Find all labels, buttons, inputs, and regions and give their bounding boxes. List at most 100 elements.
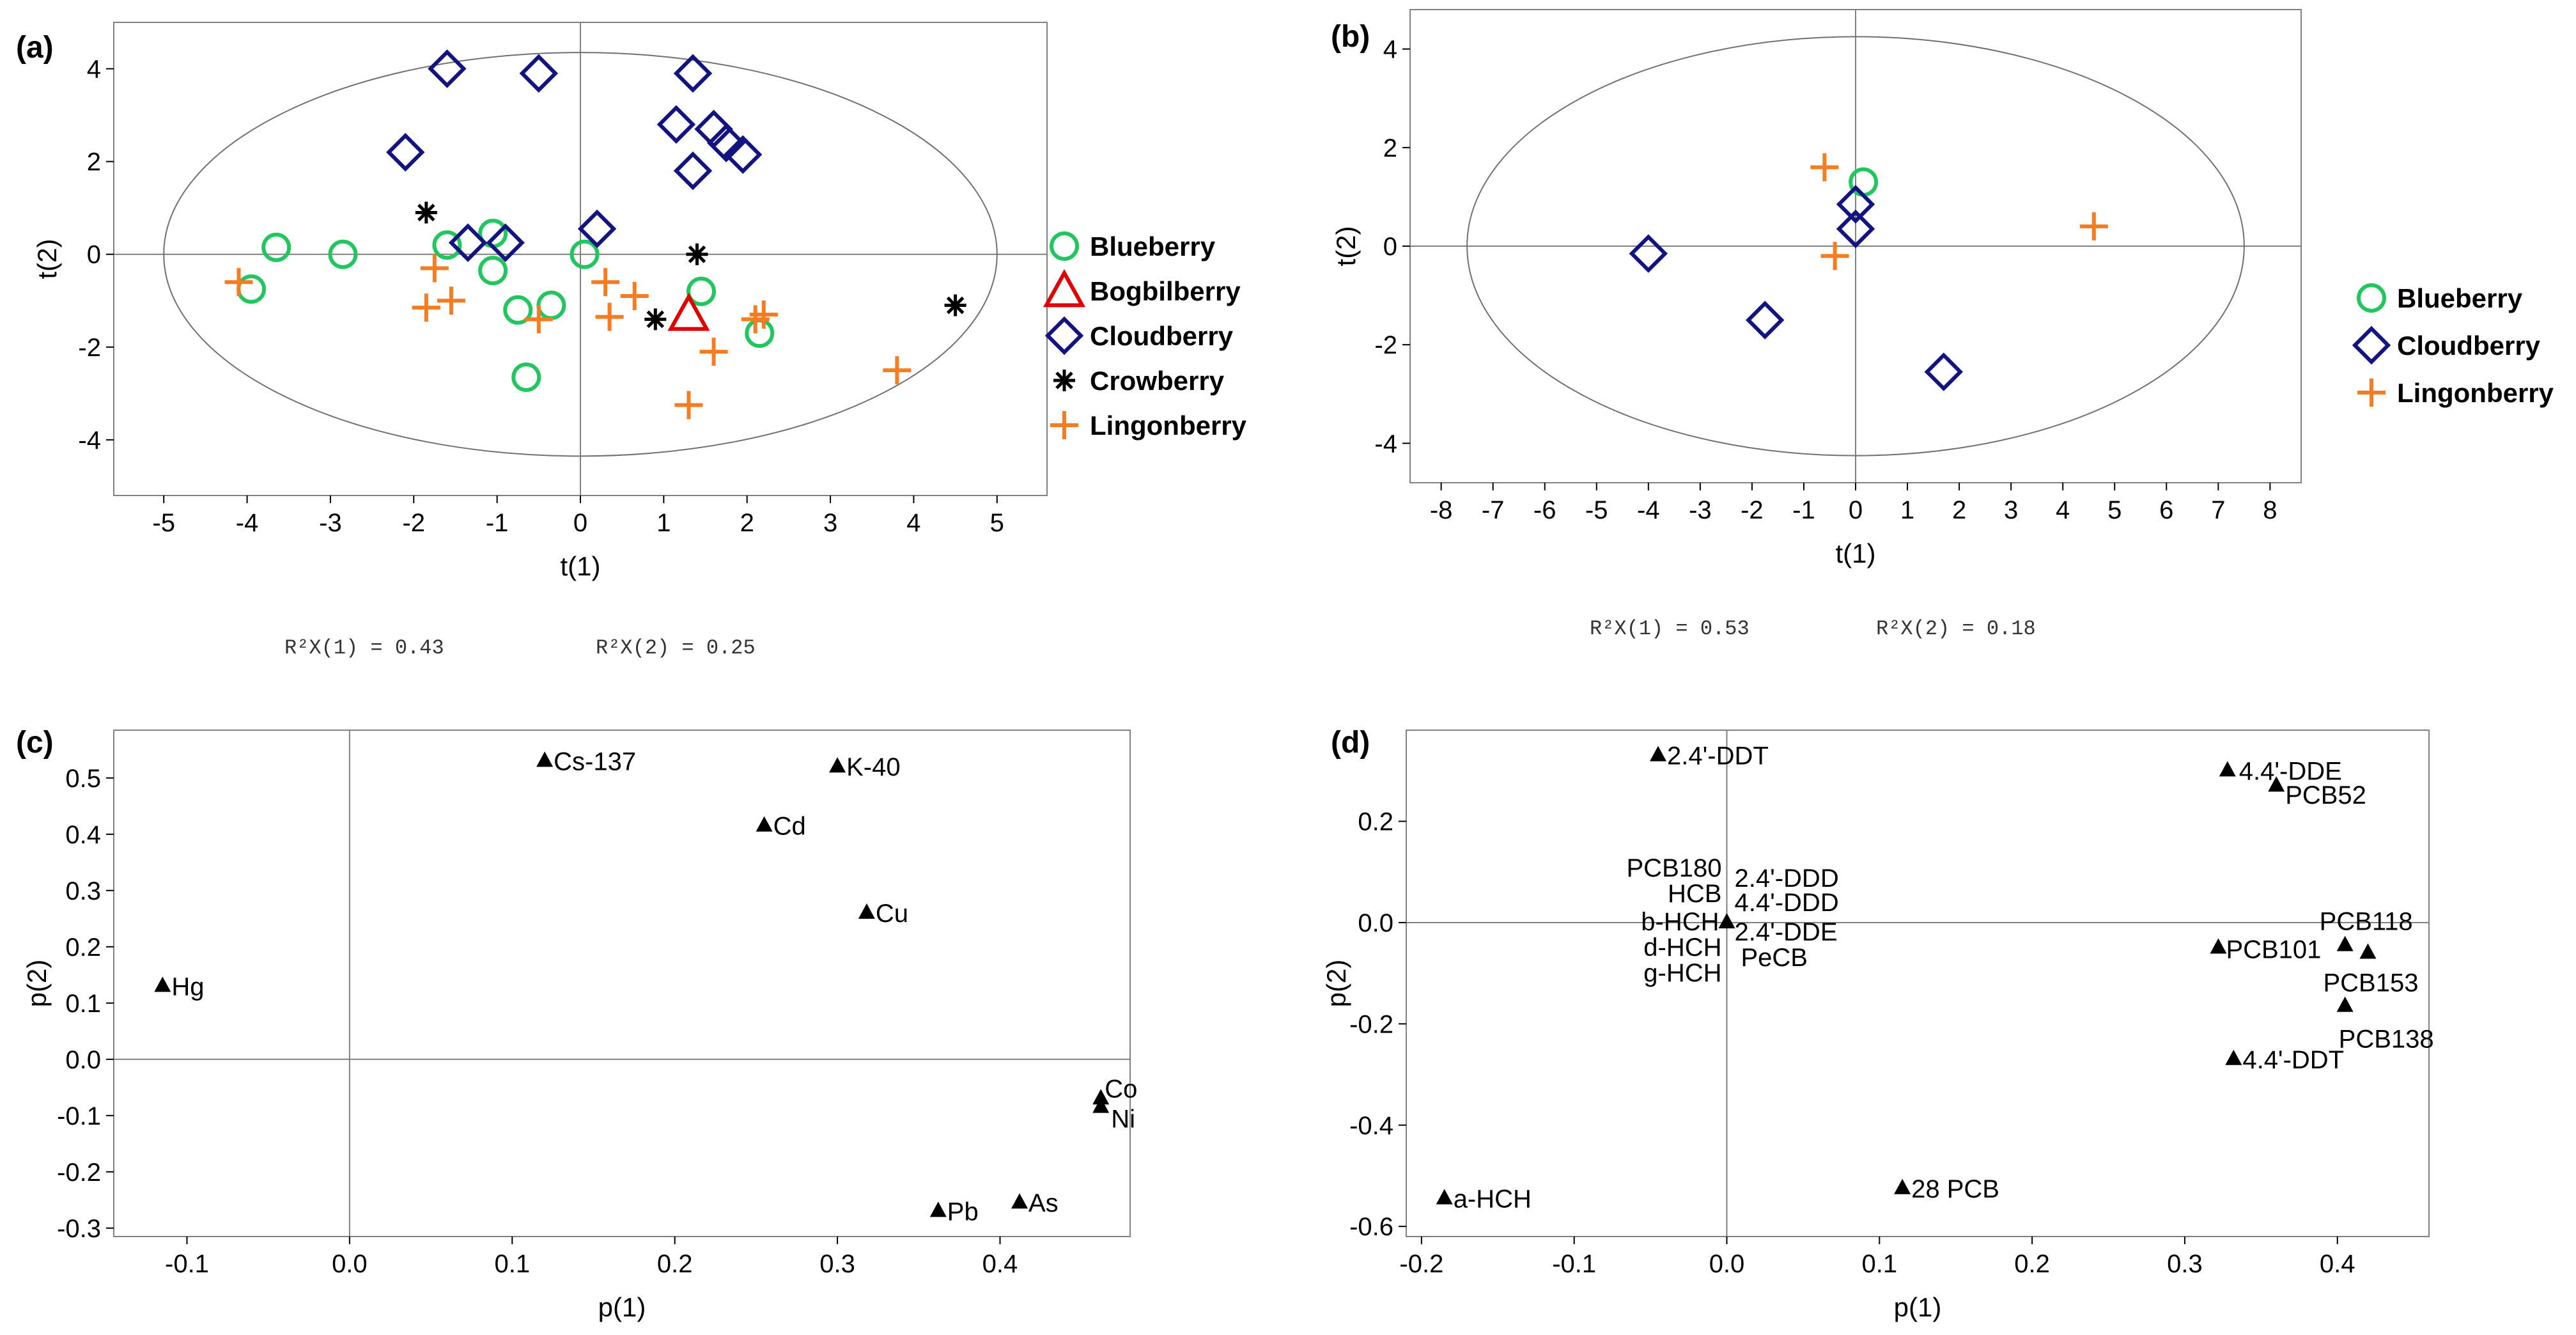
loading-label-2-4-ddd: 2.4'-DDD [1734,864,1838,893]
x-tick-label: 5 [2107,496,2122,524]
cloudberry-point [1836,185,1875,224]
cloudberry-point [1836,209,1875,249]
y-tick-label: -0.3 [57,1215,101,1243]
x-tick-label: 0.2 [2014,1250,2050,1278]
loading-label-cd: Cd [773,813,806,841]
x-tick-label: -5 [1585,496,1608,524]
crowberry-point [944,294,966,316]
x-tick-label: -1 [486,509,509,537]
crowberry-point [644,308,667,331]
loading-label-as: As [1028,1189,1059,1217]
r2x-component-2: R²X(2) = 0.25 [596,636,756,660]
x-axis-title: p(1) [598,1292,646,1322]
x-tick-label: -6 [1533,496,1556,524]
loading-marker-pcb153 [2359,943,2377,959]
loading-marker-28-pcb [1894,1178,1911,1194]
lingonberry-point [1820,242,1849,270]
legend-cloudberry-label: Cloudberry [1090,321,1234,351]
panel-label: (c) [16,726,54,760]
blueberry-point [328,239,358,269]
x-tick-label: 5 [990,509,1004,537]
panel-b-score-plot: (b) -8 -7 -6 -5 -4 -3 -2 -1 0 1 2 3 4 5 6 7 8 -4 -2 0 2 4 t(1) t… [1331,9,2554,641]
y-tick-label: 0.2 [1358,808,1393,836]
x-tick-label: 0 [573,509,587,537]
y-tick-label: 0 [1383,233,1397,261]
x-axis-title: p(1) [1894,1292,1942,1322]
y-tick-label: 0.0 [65,1046,101,1074]
hotelling-ellipse [163,52,998,457]
cloudberry-point [1629,234,1668,273]
y-tick-label: 0.3 [65,877,101,905]
y-tick-label: -0.2 [57,1159,101,1187]
cloudberry-point [577,209,617,249]
cloudberry-point [1745,301,1785,340]
lingonberry-point [620,282,649,311]
lingonberry-point [674,391,703,419]
loading-marker-4-4-ddt [2225,1049,2242,1065]
loading-label-b-hch: b-HCH [1641,908,1719,936]
x-axis-title: t(1) [561,551,601,581]
loading-marker-ni [1092,1097,1110,1113]
x-tick-label: 3 [823,509,837,537]
x-tick-label: -1 [1792,496,1815,524]
panel-c-loading-plot: (c) -0.1 0.0 0.1 0.2 0.3 0.4 -0.3 -0.2 -0.1 0.0 0.1… [16,726,1137,1322]
crowberry-point [686,243,708,265]
y-tick-label: 4 [87,56,101,84]
loading-label-d-hch: d-HCH [1643,933,1721,962]
loading-label-pcb101: PCB101 [2226,936,2321,964]
lingonberry-point [2079,212,2108,241]
y-tick-label: 0.4 [65,821,101,849]
crowberry-point [415,201,437,224]
legend-lingonberry-label: Lingonberry [2397,378,2554,408]
lingonberry-point [699,338,728,366]
cloudberry-point [723,135,763,175]
loading-marker-cs-137 [536,751,554,767]
cloudberry-point [448,223,488,262]
x-tick-label: -3 [319,509,342,537]
lingonberry-point [591,268,620,297]
y-tick-label: -2 [78,334,101,362]
loading-label-co: Co [1105,1075,1137,1103]
loading-label-2-4-ddt: 2.4'-DDT [1667,742,1769,770]
loading-marker-b-hch [1718,912,1735,928]
x-tick-label: -7 [1482,496,1505,524]
legend-lingonberry-marker [1050,411,1078,439]
bogbilberry-point [667,292,710,331]
r2x-component-1: R²X(1) = 0.53 [1590,617,1750,641]
x-tick-label: 4 [906,509,920,537]
loading-marker-hg [154,976,171,992]
cloudberry-point [486,223,525,262]
x-tick-label: 0.3 [2167,1250,2203,1278]
lingonberry-point [437,286,465,315]
cloudberry-point [386,132,425,172]
x-tick-label: 0 [1849,496,1863,524]
loading-label-pecb: PeCB [1741,944,1808,972]
y-tick-label: -0.4 [1349,1112,1393,1140]
x-tick-label: -0.1 [165,1250,209,1278]
loading-label-pb: Pb [947,1198,979,1226]
loading-label-pcb138: PCB138 [2339,1026,2434,1054]
loading-label-k-40: K-40 [846,753,901,781]
cloudberry-point [519,54,559,93]
loading-marker-2-4-ddt [1650,746,1667,761]
loading-label-hg: Hg [171,972,204,1001]
y-tick-label: 0 [87,241,101,269]
x-tick-label: 3 [2004,496,2018,524]
x-tick-label: -0.1 [1552,1250,1596,1278]
x-tick-label: 2 [1952,496,1966,524]
loading-label-cs-137: Cs-137 [554,747,636,776]
legend-cloudberry-marker [2352,325,2391,365]
x-tick-label: -0.2 [1399,1250,1443,1278]
loading-label-4-4-ddd: 4.4'-DDD [1734,889,1838,917]
x-tick-label: 0.4 [2320,1250,2355,1278]
x-tick-label: -2 [402,509,425,537]
x-tick-label: 6 [2159,496,2173,524]
y-tick-label: 0.1 [65,990,101,1018]
y-tick-label: -0.2 [1349,1010,1393,1038]
lingonberry-point [749,301,778,329]
panel-label: (d) [1331,726,1370,760]
x-tick-label: -5 [152,509,175,537]
y-tick-label: -0.6 [1349,1213,1393,1241]
blueberry-point [503,295,533,325]
